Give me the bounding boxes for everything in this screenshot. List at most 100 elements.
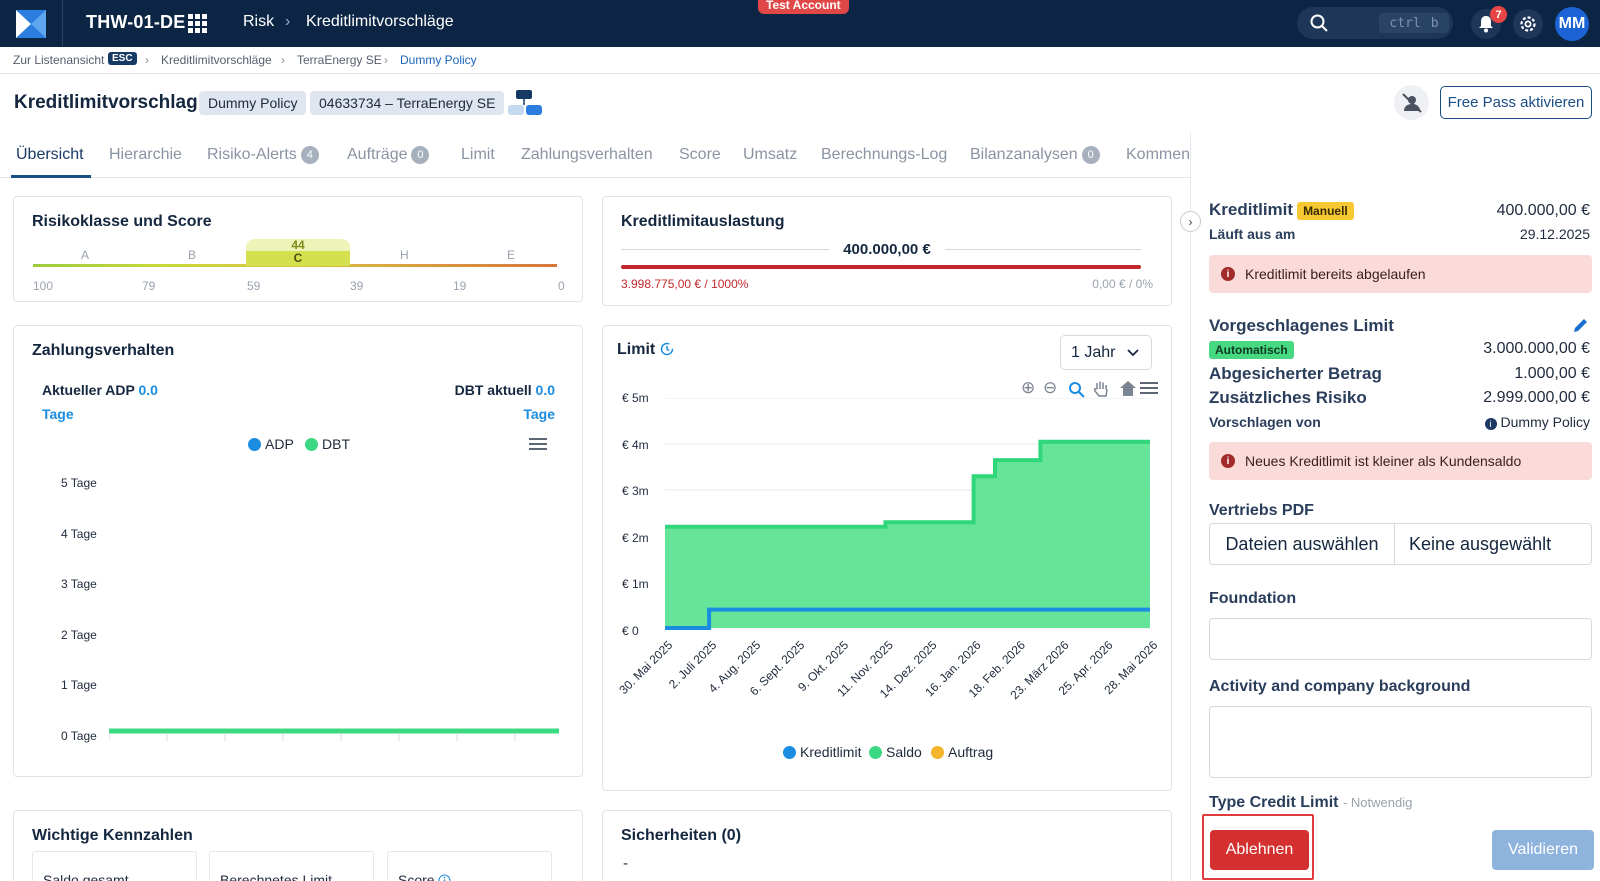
extra-risk-value: 2.999.000,00 €	[1483, 389, 1590, 406]
nav-crumb-proposals[interactable]: Kreditlimitvorschläge	[306, 13, 454, 30]
legend-dbt[interactable]: DBT	[305, 436, 350, 452]
proposed-limit-value: 3.000.000,00 €	[1483, 340, 1590, 357]
back-to-list-link[interactable]: Zur Listenansicht	[13, 53, 105, 67]
risk-scale-number: 100	[33, 279, 54, 293]
breadcrumb-proposals[interactable]: Kreditlimitvorschläge	[161, 53, 272, 67]
legend-kreditlimit[interactable]: Kreditlimit	[783, 744, 861, 760]
global-search[interactable]: ctrl b	[1297, 7, 1453, 39]
tenant-name[interactable]: THW-01-DE	[86, 12, 186, 32]
tab-limit[interactable]: Limit	[461, 146, 495, 163]
zoom-select-icon[interactable]	[1068, 381, 1085, 398]
home-icon[interactable]	[1119, 380, 1137, 397]
risk-letter: E	[507, 248, 516, 262]
payment-y-tick: 5 Tage	[61, 476, 97, 490]
page-header: Kreditlimitvorschlag Dummy Policy 046337…	[0, 74, 1600, 132]
tab-orders[interactable]: Aufträge 0	[347, 146, 430, 164]
tab-count-badge: 0	[411, 146, 430, 164]
tab-count-badge: 4	[300, 146, 319, 164]
payment-y-tick: 4 Tage	[61, 527, 97, 541]
manual-badge: Manuell	[1297, 202, 1354, 220]
collapse-sidebar-button[interactable]: ›	[1180, 211, 1201, 232]
active-tab-indicator	[11, 175, 91, 178]
apps-grid-icon[interactable]	[188, 14, 207, 33]
payment-card: Zahlungsverhalten Aktueller ADP 0.0 Tage…	[13, 325, 583, 777]
limit-card: Limit 1 Jahr ⊕ ⊖ € 5m € 4m € 3m € 2m € 1…	[602, 325, 1172, 791]
foundation-field[interactable]	[1209, 618, 1592, 660]
limit-y-tick: € 1m	[622, 577, 649, 591]
period-select[interactable]: 1 Jahr	[1060, 335, 1152, 370]
gear-icon	[1520, 16, 1536, 32]
zoom-in-icon[interactable]: ⊕	[1021, 378, 1036, 397]
secured-amount-value: 1.000,00 €	[1514, 365, 1590, 382]
kpi-card-title: Wichtige Kennzahlen	[32, 827, 193, 844]
proposed-by-value[interactable]: i Dummy Policy	[1484, 414, 1590, 430]
collateral-card: Sicherheiten (0) -	[602, 810, 1172, 881]
info-icon: i	[1484, 418, 1497, 430]
tab-score[interactable]: Score	[679, 146, 721, 163]
risk-letter: H	[400, 248, 409, 262]
zoom-out-icon[interactable]: ⊖	[1043, 378, 1058, 397]
esc-key-badge: ESC	[108, 52, 137, 65]
utilization-card: Kreditlimitauslastung 400.000,00 € 3.998…	[602, 196, 1172, 306]
search-icon	[1310, 14, 1328, 32]
utilization-card-title: Kreditlimitauslastung	[621, 213, 785, 230]
alert-limit-expired: i Kreditlimit bereits abgelaufen	[1209, 255, 1592, 293]
chevron-right-icon: ›	[281, 53, 285, 67]
alert-limit-below-balance: i Neues Kreditlimit ist kleiner als Kunde…	[1209, 442, 1592, 480]
chevron-right-icon: ›	[145, 53, 149, 67]
chart-menu-icon[interactable]	[1140, 382, 1158, 394]
breadcrumb-company[interactable]: TerraEnergy SE	[297, 53, 382, 67]
tab-overview[interactable]: Übersicht	[16, 146, 84, 163]
chart-menu-icon[interactable]	[529, 438, 547, 450]
reject-highlight	[1202, 814, 1314, 880]
settings-button[interactable]	[1513, 9, 1543, 39]
tab-risk-alerts[interactable]: Risiko-Alerts 4	[207, 146, 319, 164]
validate-button[interactable]: Validieren	[1492, 830, 1594, 870]
tab-revenue[interactable]: Umsatz	[743, 146, 798, 163]
company-chip[interactable]: 04633734 – TerraEnergy SE	[310, 91, 505, 115]
kpi-calculated-limit: Berechnetes Limit	[209, 851, 374, 881]
user-avatar[interactable]: MM	[1555, 7, 1589, 41]
risk-score: 44	[291, 238, 305, 252]
tab-payment-behavior[interactable]: Zahlungsverhalten	[521, 146, 653, 163]
eye-off-icon	[1401, 92, 1422, 113]
risk-scale-number: 79	[142, 279, 156, 293]
policy-chip: Dummy Policy	[199, 91, 307, 115]
tab-hierarchy[interactable]: Hierarchie	[109, 146, 182, 163]
edit-pencil-icon[interactable]	[1572, 317, 1589, 334]
secured-amount-label: Abgesicherter Betrag	[1209, 364, 1382, 383]
limit-y-tick: € 3m	[622, 484, 649, 498]
collateral-card-title: Sicherheiten (0)	[621, 827, 742, 844]
risk-letter: B	[188, 248, 197, 262]
dbt-unit: Tage	[523, 406, 555, 422]
legend-auftrag[interactable]: Auftrag	[931, 744, 993, 760]
extra-risk-label: Zusätzliches Risiko	[1209, 388, 1367, 407]
risk-class: C	[293, 251, 303, 265]
foundation-label: Foundation	[1209, 590, 1297, 607]
payment-y-tick: 2 Tage	[61, 628, 97, 642]
payment-y-tick: 0 Tage	[61, 729, 97, 743]
free-pass-button[interactable]: Free Pass aktivieren	[1440, 86, 1592, 119]
kpi-card: Wichtige Kennzahlen Saldo gesamt Berechn…	[13, 810, 583, 881]
app-logo[interactable]	[0, 0, 63, 47]
kreditlimit-value: 400.000,00 €	[1496, 202, 1590, 219]
file-status: Keine ausgewählt	[1409, 533, 1552, 554]
pan-hand-icon[interactable]	[1093, 380, 1110, 398]
tab-calculation-log[interactable]: Berechnungs-Log	[821, 146, 948, 163]
kpi-saldo: Saldo gesamt	[32, 851, 197, 881]
tab-balance-analysis[interactable]: Bilanzanalysen 0	[970, 146, 1100, 164]
sales-pdf-label: Vertriebs PDF	[1209, 502, 1314, 519]
hierarchy-icon[interactable]	[507, 89, 543, 117]
nav-crumb-risk[interactable]: Risk	[243, 13, 275, 30]
collateral-value: -	[623, 855, 628, 872]
info-icon[interactable]	[438, 874, 451, 881]
history-icon[interactable]	[660, 342, 674, 356]
legend-adp[interactable]: ADP	[248, 436, 294, 452]
sales-pdf-file-input[interactable]: Dateien auswählen Keine ausgewählt	[1209, 523, 1592, 565]
activity-textarea[interactable]	[1209, 706, 1592, 778]
reject-button[interactable]: Ablehnen	[1210, 830, 1309, 870]
watch-toggle-button[interactable]	[1394, 85, 1429, 120]
legend-saldo[interactable]: Saldo	[869, 744, 922, 760]
risk-scale-number: 39	[350, 279, 364, 293]
choose-files-button[interactable]: Dateien auswählen	[1210, 524, 1395, 564]
